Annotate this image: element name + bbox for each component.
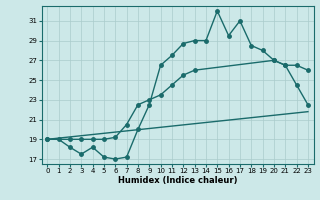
X-axis label: Humidex (Indice chaleur): Humidex (Indice chaleur) <box>118 176 237 185</box>
